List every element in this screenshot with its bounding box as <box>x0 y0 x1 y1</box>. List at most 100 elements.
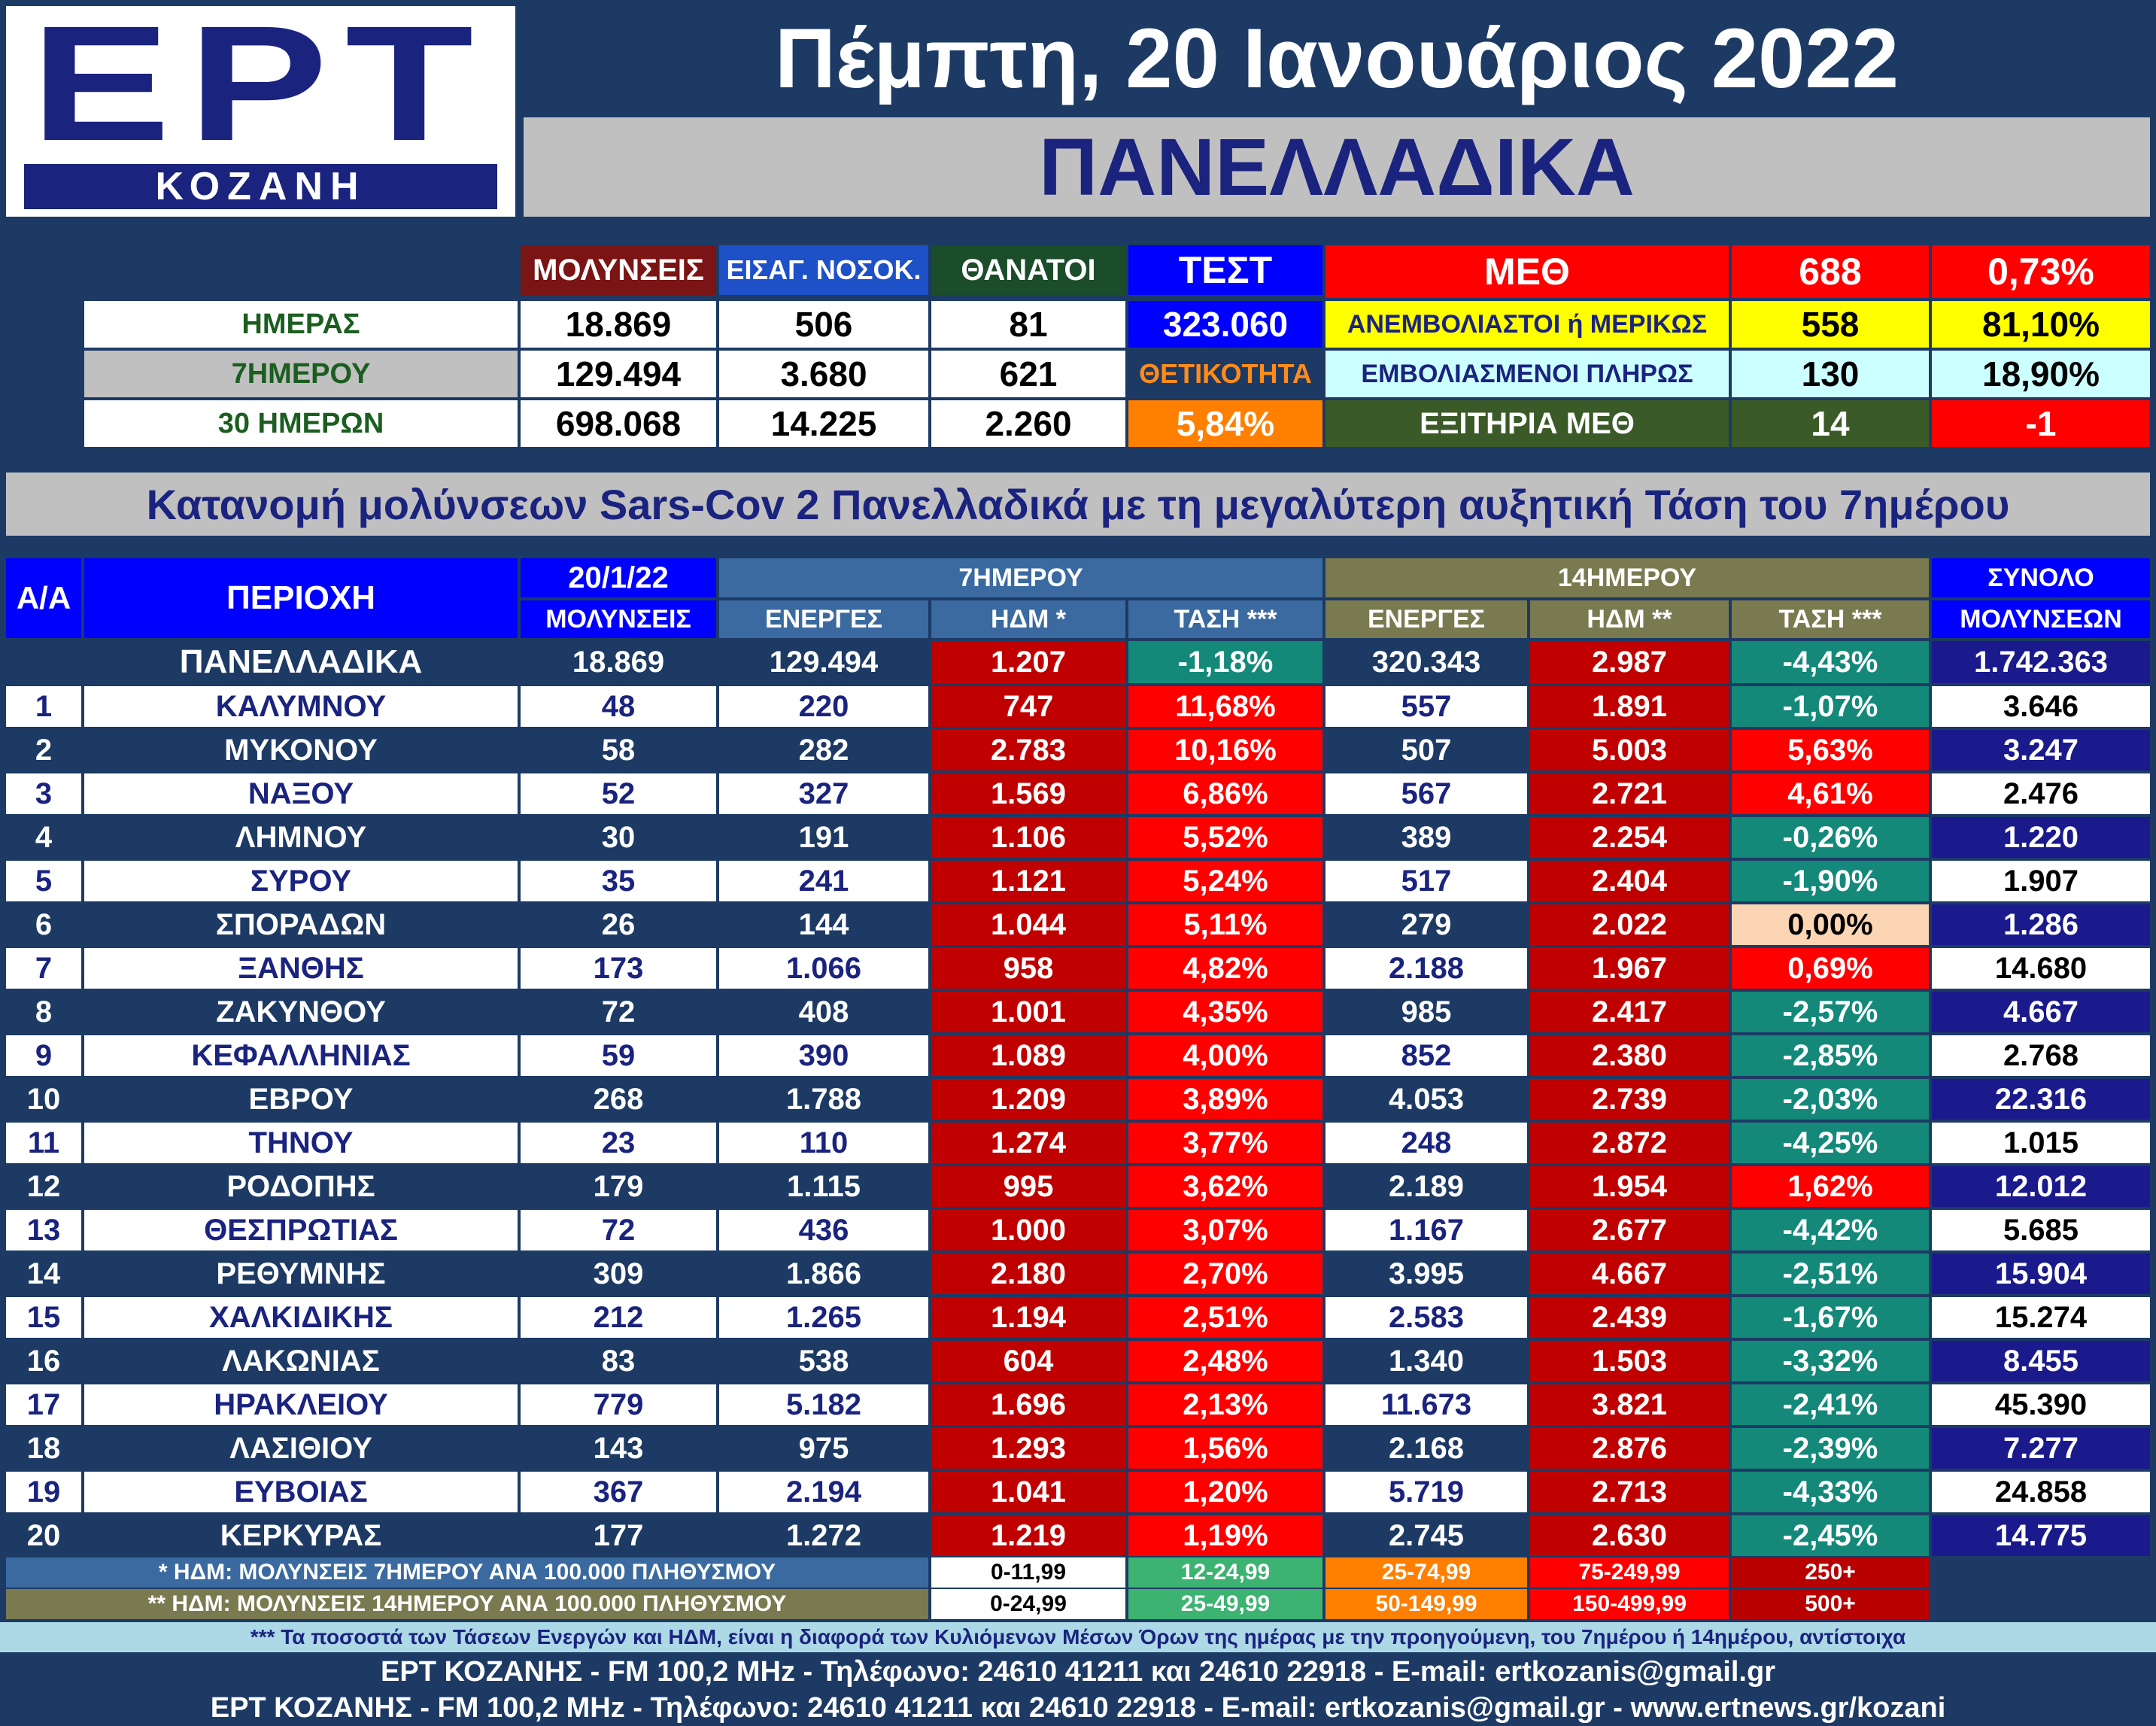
row-infections: 30 <box>521 817 716 858</box>
row-idm-14day: 2.876 <box>1530 1428 1729 1469</box>
row-infections: 58 <box>521 730 716 770</box>
row-trend-7day: 3,07% <box>1128 1210 1322 1250</box>
legend-range-ranges14-0: 0-24,99 <box>931 1589 1125 1619</box>
row-total: 5.685 <box>1932 1210 2150 1250</box>
row-trend-7day: 11,68% <box>1128 686 1322 727</box>
summary-30day-infections: 698.068 <box>521 400 716 447</box>
row-idm-7day: 1.000 <box>931 1210 1125 1250</box>
header-idm-7day: ΗΔΜ * <box>931 600 1125 638</box>
row-active-7day: 1.265 <box>719 1297 928 1338</box>
row-region: ΚΕΡΚΥΡΑΣ <box>84 1515 518 1556</box>
header-14day-group: 14ΗΜΕΡΟΥ <box>1325 558 1929 597</box>
row-idm-7day: 1.001 <box>931 992 1125 1032</box>
row-infections: 59 <box>521 1035 716 1076</box>
icu-vaccinated-pct: 18,90% <box>1932 351 2150 397</box>
row-active-14day: 2.745 <box>1325 1515 1527 1556</box>
row-idm-14day: 2.721 <box>1530 773 1729 814</box>
row-idm-14day: 1.967 <box>1530 948 1729 989</box>
row-index: 11 <box>6 1123 81 1163</box>
summary-header-deaths: ΘΑΝΑΤΟΙ <box>931 245 1125 295</box>
row-total: 8.455 <box>1932 1341 2150 1381</box>
row-total: 1.015 <box>1932 1123 2150 1163</box>
row-index: 18 <box>6 1428 81 1469</box>
row-index: 20 <box>6 1515 81 1556</box>
row-active-7day: 1.866 <box>719 1253 928 1294</box>
row-trend-7day: 2,48% <box>1128 1341 1322 1381</box>
row-region: ΣΥΡΟΥ <box>84 861 518 901</box>
summary-header-admissions: ΕΙΣΑΓ. ΝΟΣΟΚ. <box>719 245 928 295</box>
row-idm-14day: 2.417 <box>1530 992 1729 1032</box>
row-idm-14day: 1.503 <box>1530 1341 1729 1381</box>
row-idm-7day: 1.219 <box>931 1515 1125 1556</box>
row-idm-14day: 2.254 <box>1530 817 1729 858</box>
row-index: 19 <box>6 1472 81 1512</box>
row-total: 24.858 <box>1932 1472 2150 1512</box>
row-infections: 72 <box>521 992 716 1032</box>
row-trend-14day: 4,61% <box>1732 773 1929 814</box>
summary-day-deaths: 81 <box>931 301 1125 348</box>
icu-discharge-count: 14 <box>1732 400 1929 447</box>
row-infections: 179 <box>521 1166 716 1207</box>
row-active-7day: 220 <box>719 686 928 727</box>
row-total: 15.904 <box>1932 1253 2150 1294</box>
row-infections: 779 <box>521 1384 716 1425</box>
row-trend-7day: 5,24% <box>1128 861 1322 901</box>
row-region: ΕΒΡΟΥ <box>84 1079 518 1120</box>
row-region: ΕΥΒΟΙΑΣ <box>84 1472 518 1512</box>
row-active-14day: 1.167 <box>1325 1210 1527 1250</box>
row-active-14day: 985 <box>1325 992 1527 1032</box>
row-trend-14day: -4,25% <box>1732 1123 1929 1163</box>
row-infections: 48 <box>521 686 716 727</box>
date-title: Πέμπτη, 20 Ιανουάριος 2022 <box>774 11 1899 105</box>
row-total: 14.680 <box>1932 948 2150 989</box>
row-idm-7day: 1.274 <box>931 1123 1125 1163</box>
legend-range-ranges14-4: 500+ <box>1732 1589 1929 1619</box>
row-idm-14day: 4.667 <box>1530 1253 1729 1294</box>
footer-contact-2: ΕΡΤ ΚΟΖΑΝΗΣ - FM 100,2 MHz - Τηλέφωνο: 2… <box>210 1692 1946 1724</box>
row-index: 14 <box>6 1253 81 1294</box>
icu-pct: 0,73% <box>1932 245 2150 298</box>
row-infections: 52 <box>521 773 716 814</box>
row-active-14day: 248 <box>1325 1123 1527 1163</box>
row-total: 2.476 <box>1932 773 2150 814</box>
row-trend-7day: 3,77% <box>1128 1123 1322 1163</box>
row-infections: 173 <box>521 948 716 989</box>
legend-range-ranges14-1: 25-49,99 <box>1128 1589 1322 1619</box>
summary-header-infections: ΜΟΛΥΝΣΕΙΣ <box>521 245 716 295</box>
row-active-7day: 538 <box>719 1341 928 1381</box>
row-active-14day: 2.168 <box>1325 1428 1527 1469</box>
row-total: 4.667 <box>1932 992 2150 1032</box>
row-total: 45.390 <box>1932 1384 2150 1425</box>
row-trend-14day: -2,03% <box>1732 1079 1929 1120</box>
row-idm-7day: 1.194 <box>931 1297 1125 1338</box>
legend-range-ranges14-2: 50-149,99 <box>1325 1589 1527 1619</box>
row-trend-7day: 4,00% <box>1128 1035 1322 1076</box>
header-active-7day: ΕΝΕΡΓΕΣ <box>719 600 928 638</box>
national-idm-7day: 1.207 <box>931 641 1125 683</box>
row-region: ΤΗΝΟΥ <box>84 1123 518 1163</box>
row-index: 10 <box>6 1079 81 1120</box>
row-active-14day: 2.583 <box>1325 1297 1527 1338</box>
row-infections: 35 <box>521 861 716 901</box>
row-index: 15 <box>6 1297 81 1338</box>
row-total: 12.012 <box>1932 1166 2150 1207</box>
row-trend-7day: 6,86% <box>1128 773 1322 814</box>
row-infections: 26 <box>521 904 716 945</box>
row-trend-14day: -2,41% <box>1732 1384 1929 1425</box>
row-trend-14day: -2,51% <box>1732 1253 1929 1294</box>
row-idm-14day: 2.439 <box>1530 1297 1729 1338</box>
row-active-14day: 5.719 <box>1325 1472 1527 1512</box>
row-idm-14day: 2.404 <box>1530 861 1729 901</box>
header-total-infections: ΜΟΛΥΝΣΕΩΝ <box>1932 600 2150 638</box>
row-infections: 268 <box>521 1079 716 1120</box>
row-infections: 367 <box>521 1472 716 1512</box>
summary-header-tests: ΤΕΣΤ <box>1128 245 1322 295</box>
header-infections: ΜΟΛΥΝΣΕΙΣ <box>521 600 716 638</box>
row-index: 7 <box>6 948 81 989</box>
distribution-title: Κατανομή μολύνσεων Sars-Cov 2 Πανελλαδικ… <box>6 473 2150 536</box>
row-active-14day: 2.188 <box>1325 948 1527 989</box>
summary-7day-infections: 129.494 <box>521 351 716 397</box>
row-active-7day: 327 <box>719 773 928 814</box>
row-total: 22.316 <box>1932 1079 2150 1120</box>
summary-tests-value: 323.060 <box>1128 301 1322 348</box>
